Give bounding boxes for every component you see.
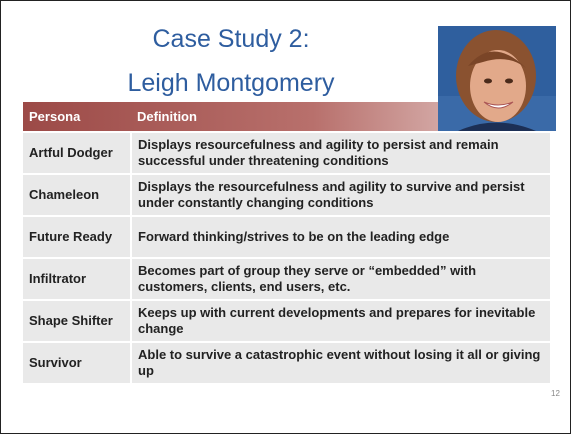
definition-cell: Displays the resourcefulness and agility… [131,173,550,216]
persona-cell: Artful Dodger [23,131,132,174]
title-line: Case Study 2: [152,25,310,53]
table-row: Infiltrator Becomes part of group they se… [23,257,550,300]
table-row: Artful Dodger Displays resourcefulness an… [23,131,550,174]
table-row: Future Ready Forward thinking/strives to … [23,215,550,258]
definition-cell: Becomes part of group they serve or “emb… [131,257,550,300]
column-header: Persona [29,109,81,124]
persona-cell: Future Ready [23,215,132,258]
portrait-photo [438,26,556,131]
title-line: Leigh Montgomery [127,69,335,97]
persona-cell: Shape Shifter [23,299,132,342]
definition-cell: Able to survive a catastrophic event wit… [131,341,550,383]
table-row: Chameleon Displays the resourcefulness an… [23,173,550,216]
column-header: Definition [137,109,197,124]
persona-table: Persona Definition Artful Dodger Displays… [23,102,550,383]
persona-cell: Chameleon [23,173,132,216]
persona-cell: Survivor [23,341,132,383]
persona-cell: Infiltrator [23,257,132,300]
definition-cell: Forward thinking/strives to be on the le… [131,215,550,258]
table-row: Survivor Able to survive a catastrophic e… [23,341,550,383]
table-row: Shape Shifter Keeps up with current devel… [23,299,550,342]
definition-cell: Displays resourcefulness and agility to … [131,131,550,174]
page-number: 12 [551,389,560,398]
definition-cell: Keeps up with current developments and p… [131,299,550,342]
